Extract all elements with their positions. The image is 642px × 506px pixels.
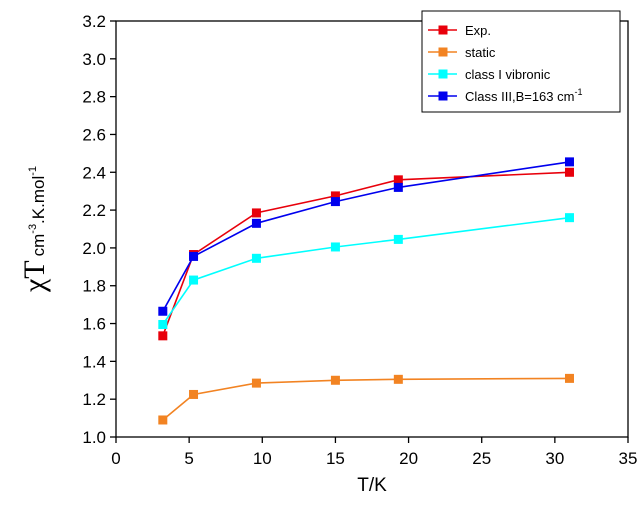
series-3	[158, 157, 574, 316]
legend-item: Exp.	[428, 23, 491, 38]
data-point	[158, 306, 168, 316]
data-point	[393, 182, 403, 192]
data-point	[393, 374, 403, 384]
data-point	[251, 253, 261, 263]
legend-box	[421, 10, 621, 113]
data-point	[564, 213, 574, 223]
data-point	[251, 218, 261, 228]
x-axis-title: T/K	[357, 475, 387, 496]
y-tick-label: 2.0	[82, 239, 106, 258]
data-point	[564, 157, 574, 167]
y-tick-label: 1.8	[82, 277, 106, 296]
data-point	[330, 191, 340, 201]
data-point	[158, 415, 168, 425]
legend-label: static	[465, 45, 496, 60]
x-tick-label: 0	[111, 449, 120, 468]
series-line	[162, 171, 570, 337]
legend-label: class I vibronic	[465, 67, 551, 82]
x-tick-label: 5	[184, 449, 193, 468]
y-axis-title-unit: cm	[29, 234, 48, 257]
legend-marker	[438, 91, 448, 101]
y-axis-ticks: 1.0 1.2 1.4 1.6 1.8 2.0 2.2 2.4 2.6 2.8 3.0 3.2	[82, 12, 116, 447]
y-tick-label: 1.0	[82, 428, 106, 447]
x-tick-label: 20	[399, 449, 418, 468]
y-tick-label: 2.8	[82, 88, 106, 107]
legend-marker	[438, 25, 448, 35]
x-tick-label: 25	[472, 449, 491, 468]
series-2	[158, 213, 574, 329]
x-tick-label: 10	[253, 449, 272, 468]
series-0	[158, 167, 574, 341]
data-point	[330, 197, 340, 207]
y-tick-label: 2.2	[82, 201, 106, 220]
y-axis-title-exp2: -1	[27, 166, 39, 176]
legend-label: Exp.	[465, 23, 491, 38]
series-layer	[158, 157, 574, 425]
data-point	[393, 234, 403, 244]
data-point	[251, 378, 261, 388]
svg-text:χTcm-3.K.mol-1: χT cm-3.K.mol-1	[18, 166, 51, 293]
data-point	[330, 375, 340, 385]
legend-marker	[438, 69, 448, 79]
data-point	[251, 208, 261, 218]
y-tick-label: 2.6	[82, 125, 106, 144]
y-tick-label: 3.0	[82, 50, 106, 69]
y-axis-title-main: χT	[18, 260, 51, 293]
data-point	[393, 175, 403, 185]
y-axis-title-exp1: -3	[27, 224, 39, 234]
legend-item: class I vibronic	[428, 67, 551, 82]
data-point	[564, 167, 574, 177]
y-axis-title: χT cm-3.K.mol-1	[18, 166, 51, 293]
x-tick-label: 15	[326, 449, 345, 468]
data-point	[330, 242, 340, 252]
data-point	[158, 331, 168, 341]
x-axis-ticks: 0 5 10 15 20 25 30 35	[111, 437, 637, 468]
y-axis-title-unit-mid: .K.mol	[29, 176, 48, 224]
data-point	[189, 275, 199, 285]
plot-frame	[115, 20, 629, 438]
data-point	[564, 373, 574, 383]
y-tick-label: 1.2	[82, 390, 106, 409]
legend-marker	[438, 47, 448, 57]
data-point	[158, 319, 168, 329]
y-tick-label: 1.4	[82, 352, 106, 371]
y-tick-label: 2.4	[82, 163, 106, 182]
series-1	[158, 373, 574, 425]
legend-item: static	[428, 45, 496, 60]
legend-item: Class III,B=163 cm-1	[428, 87, 582, 104]
series-line	[162, 216, 570, 325]
x-tick-label: 30	[545, 449, 564, 468]
legend-label: Class III,B=163 cm-1	[465, 87, 582, 104]
series-line	[162, 161, 570, 312]
series-line	[162, 377, 570, 421]
y-tick-label: 1.6	[82, 315, 106, 334]
legend: Exp. static class I vibronic Class III,B=16…	[421, 10, 621, 113]
y-tick-label: 3.2	[82, 12, 106, 31]
x-tick-label: 35	[619, 449, 638, 468]
data-point	[189, 389, 199, 399]
data-point	[189, 251, 199, 261]
